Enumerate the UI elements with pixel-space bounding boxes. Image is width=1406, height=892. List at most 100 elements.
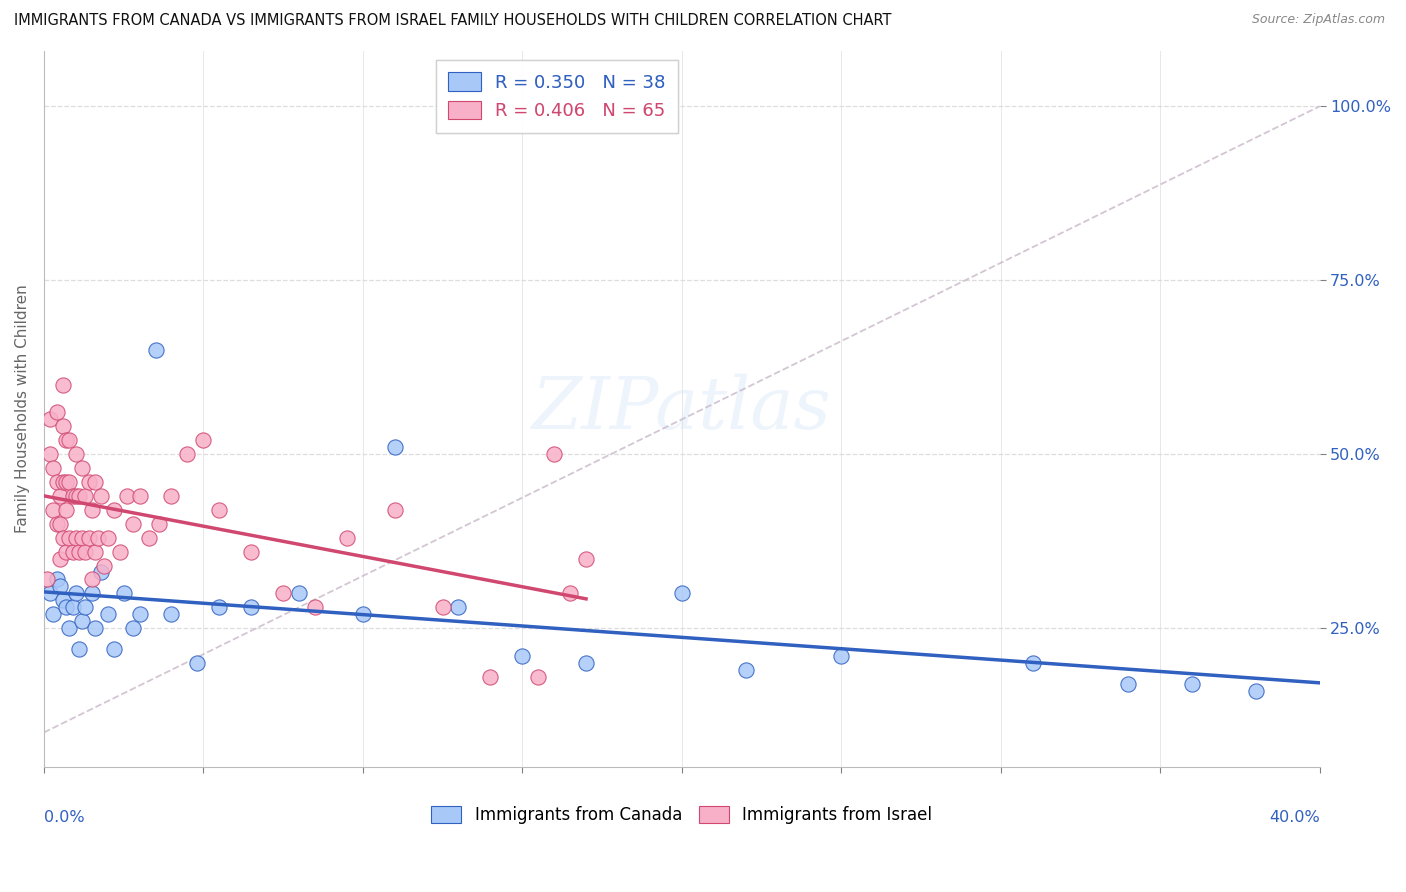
Point [67,489,90,503]
Point [288,586,311,600]
Point [49,489,72,503]
Point [193,434,215,448]
Point [87,531,110,545]
Point [128,489,150,503]
Point [77,531,100,545]
Point [65,531,87,545]
Point [45,475,67,489]
Point [65,447,87,461]
Point [55,475,77,489]
Point [49,579,72,593]
Point [49,516,72,531]
Point [55,434,77,448]
Point [52,475,75,489]
Point [70,531,93,545]
Point [112,586,135,600]
Point [110,544,132,558]
Point [186,656,208,670]
Point [97,607,120,622]
Point [52,377,75,392]
Point [1244,683,1267,698]
Point [58,531,80,545]
Point [160,607,183,622]
Point [55,544,77,558]
Point [128,607,150,622]
Text: Source: ZipAtlas.com: Source: ZipAtlas.com [1251,13,1385,27]
Point [734,663,756,677]
Point [208,600,231,615]
Point [80,586,103,600]
Point [1181,677,1204,691]
Point [70,461,93,475]
Point [52,419,75,434]
Point [58,434,80,448]
Point [35,573,58,587]
Point [84,544,107,558]
Point [145,343,167,357]
Point [58,621,80,635]
Point [240,600,263,615]
Point [384,503,406,517]
Point [115,489,138,503]
Point [304,600,326,615]
Point [65,489,87,503]
Legend: R = 0.350   N = 38, R = 0.406   N = 65: R = 0.350 N = 38, R = 0.406 N = 65 [436,60,678,133]
Point [148,516,170,531]
Point [58,475,80,489]
Point [447,600,470,615]
Point [90,566,112,580]
Point [103,642,125,657]
Point [93,558,115,573]
Point [176,447,198,461]
Point [39,447,62,461]
Point [558,586,581,600]
Point [45,405,67,419]
Point [510,648,533,663]
Point [80,503,103,517]
Point [384,440,406,454]
Point [67,544,90,558]
Point [77,475,100,489]
Point [671,586,693,600]
Point [52,593,75,607]
Point [84,621,107,635]
Point [122,516,145,531]
Point [55,600,77,615]
Point [45,573,67,587]
Point [240,544,263,558]
Point [208,503,231,517]
Point [39,586,62,600]
Point [527,670,550,684]
Point [336,531,359,545]
Point [138,531,160,545]
Point [479,670,502,684]
Point [62,544,84,558]
Point [62,600,84,615]
Text: 40.0%: 40.0% [1268,810,1320,825]
Point [160,489,183,503]
Point [575,551,598,566]
Point [49,551,72,566]
Text: 0.0%: 0.0% [44,810,84,825]
Text: ZIPatlas: ZIPatlas [531,374,831,444]
Point [432,600,454,615]
Point [122,621,145,635]
Point [830,648,852,663]
Point [271,586,294,600]
Point [75,544,97,558]
Point [42,607,65,622]
Text: IMMIGRANTS FROM CANADA VS IMMIGRANTS FROM ISRAEL FAMILY HOUSEHOLDS WITH CHILDREN: IMMIGRANTS FROM CANADA VS IMMIGRANTS FRO… [14,13,891,29]
Point [1116,677,1139,691]
Y-axis label: Family Households with Children: Family Households with Children [15,285,30,533]
Point [90,489,112,503]
Point [103,503,125,517]
Point [55,503,77,517]
Point [67,642,90,657]
Point [84,475,107,489]
Point [575,656,598,670]
Point [52,531,75,545]
Point [45,516,67,531]
Point [42,503,65,517]
Point [543,447,565,461]
Point [65,586,87,600]
